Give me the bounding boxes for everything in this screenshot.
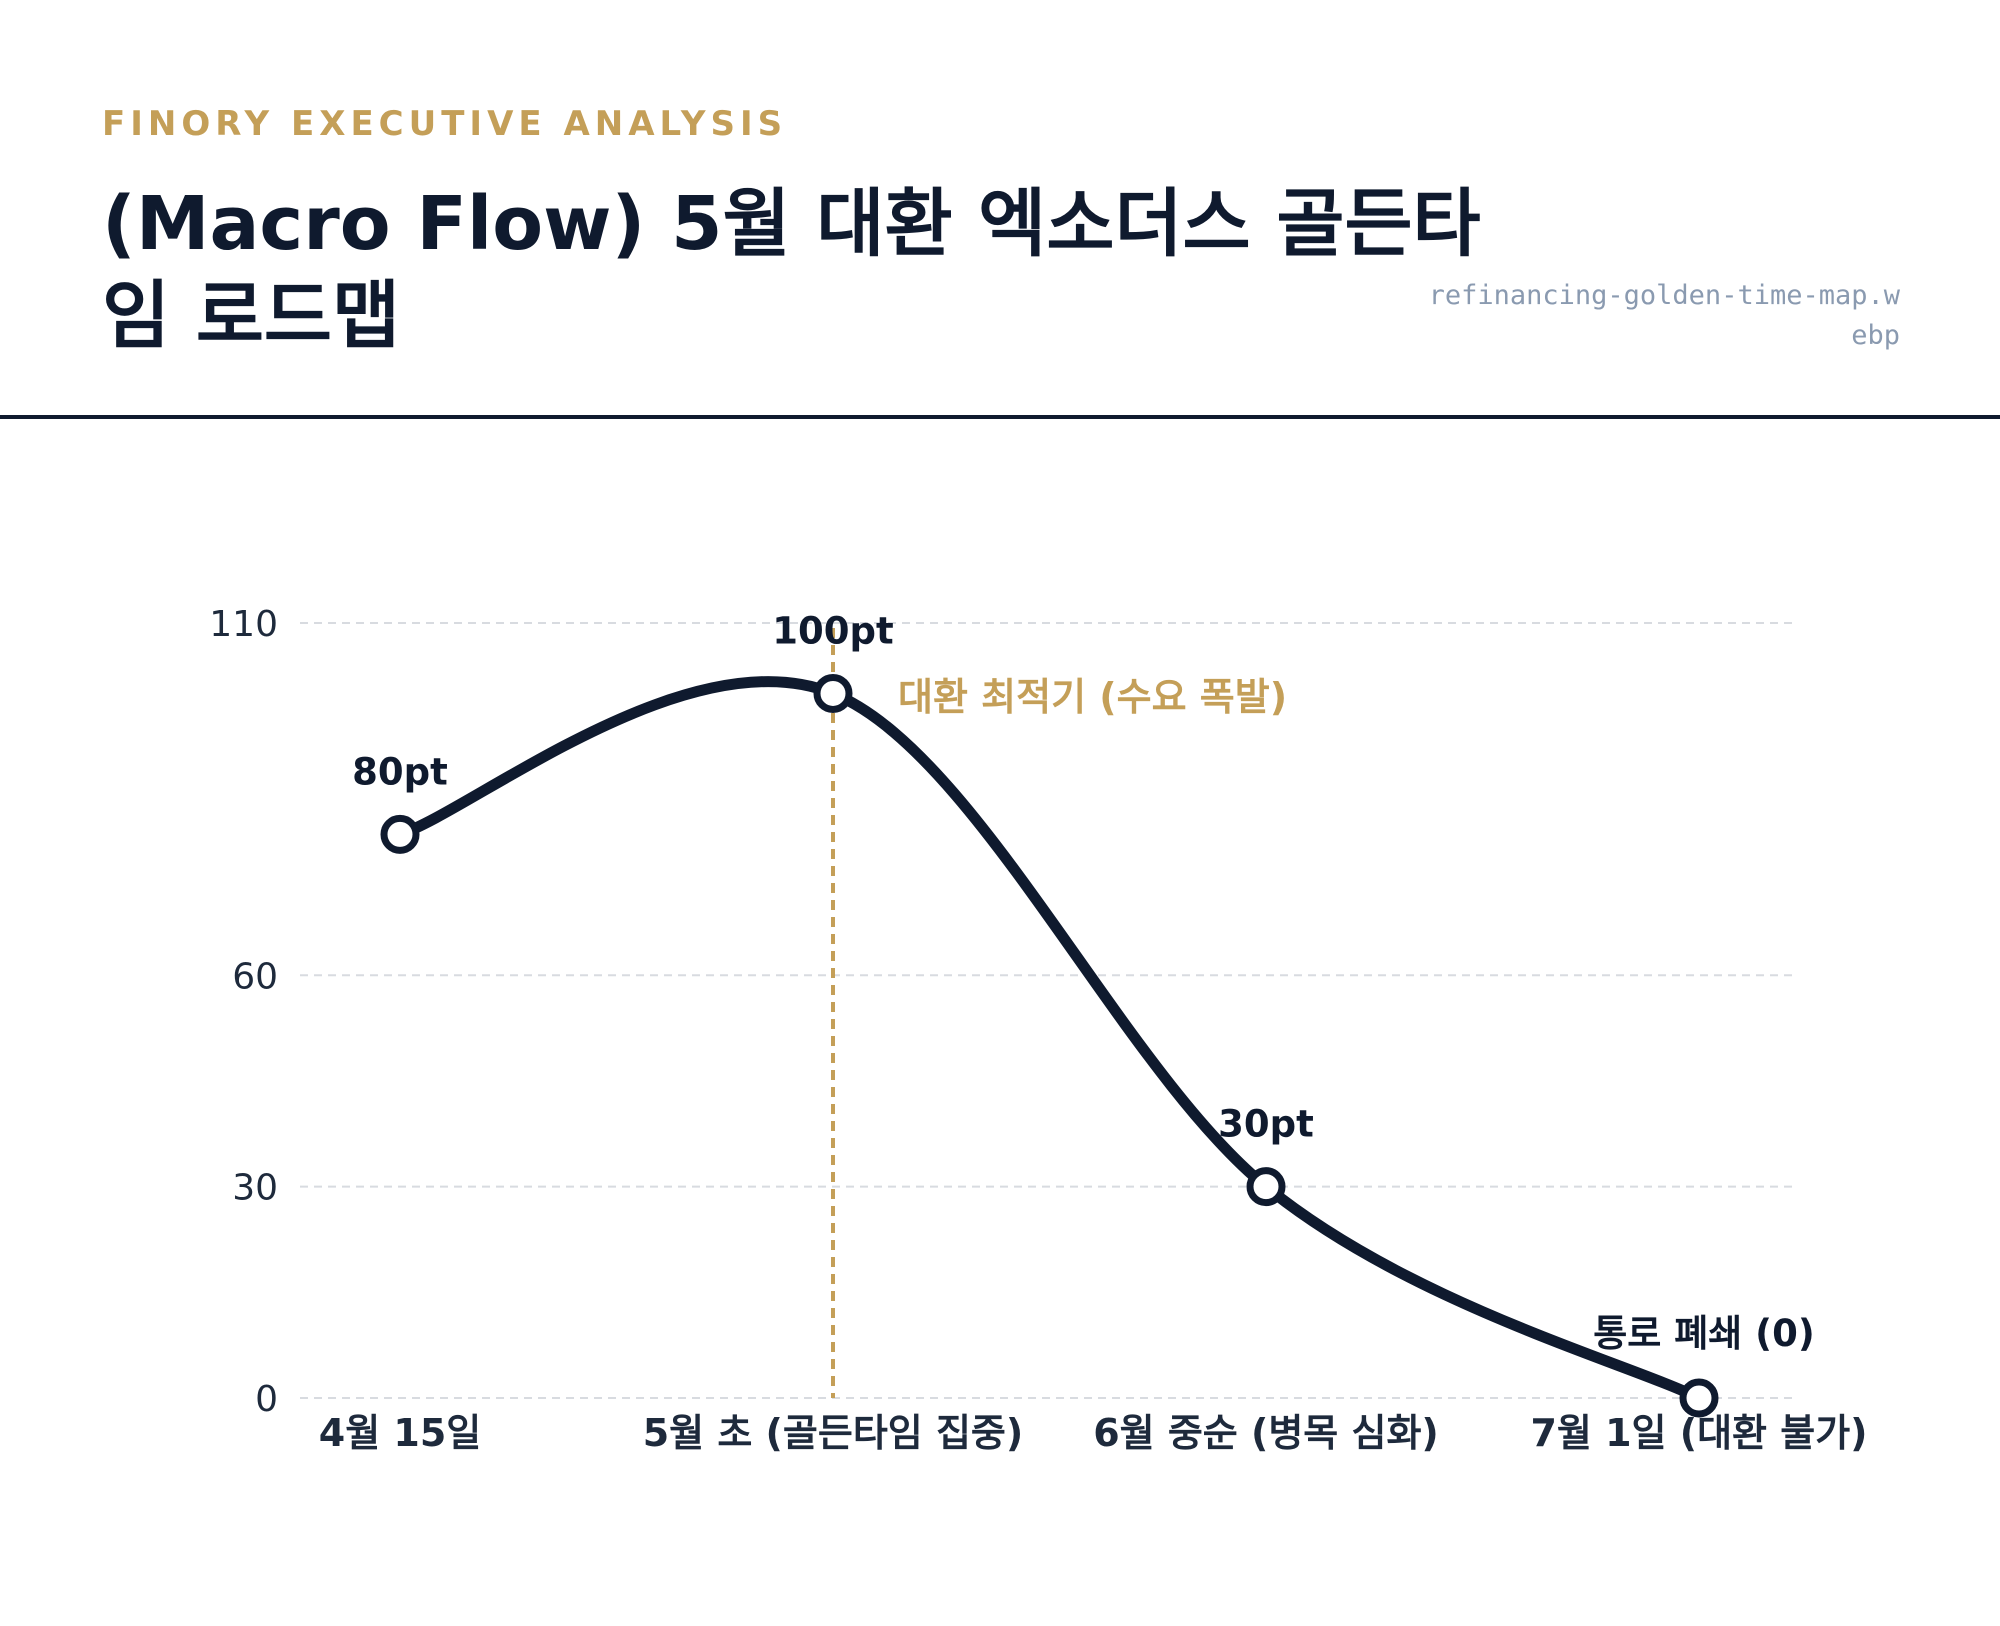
y-tick-label: 30 <box>232 1168 278 1209</box>
data-point <box>380 814 420 854</box>
x-tick-label: 4월 15일 <box>319 1411 481 1455</box>
data-point <box>813 673 853 713</box>
highlight-annotation: 대환 최적기 (수요 폭발) <box>898 675 1287 719</box>
data-label: 30pt <box>1218 1103 1314 1146</box>
page-title: (Macro Flow) 5월 대환 엑소더스 골든타임 로드맵 <box>102 181 1481 359</box>
data-label: 통로 폐쇄 (0) <box>1593 1312 1815 1355</box>
y-tick-label: 110 <box>209 604 278 645</box>
file-name: refinancing-golden-time-map.webp <box>1428 280 1900 351</box>
header-divider <box>0 415 2000 419</box>
x-tick-label: 7월 1일 (대환 불가) <box>1530 1411 1867 1455</box>
data-label: 100pt <box>772 609 893 652</box>
data-point <box>1246 1167 1286 1207</box>
x-tick-label: 6월 중순 (병목 심화) <box>1093 1411 1439 1455</box>
data-label: 80pt <box>352 750 448 793</box>
header: FINORY EXECUTIVE ANALYSIS (Macro Flow) 5… <box>0 0 2000 420</box>
y-tick-label: 0 <box>255 1379 278 1420</box>
y-tick-label: 60 <box>232 956 278 997</box>
x-tick-label: 5월 초 (골든타임 집중) <box>643 1411 1024 1455</box>
series-line <box>394 676 1705 1404</box>
data-point <box>1679 1378 1719 1418</box>
eyebrow-label: FINORY EXECUTIVE ANALYSIS <box>102 104 788 144</box>
